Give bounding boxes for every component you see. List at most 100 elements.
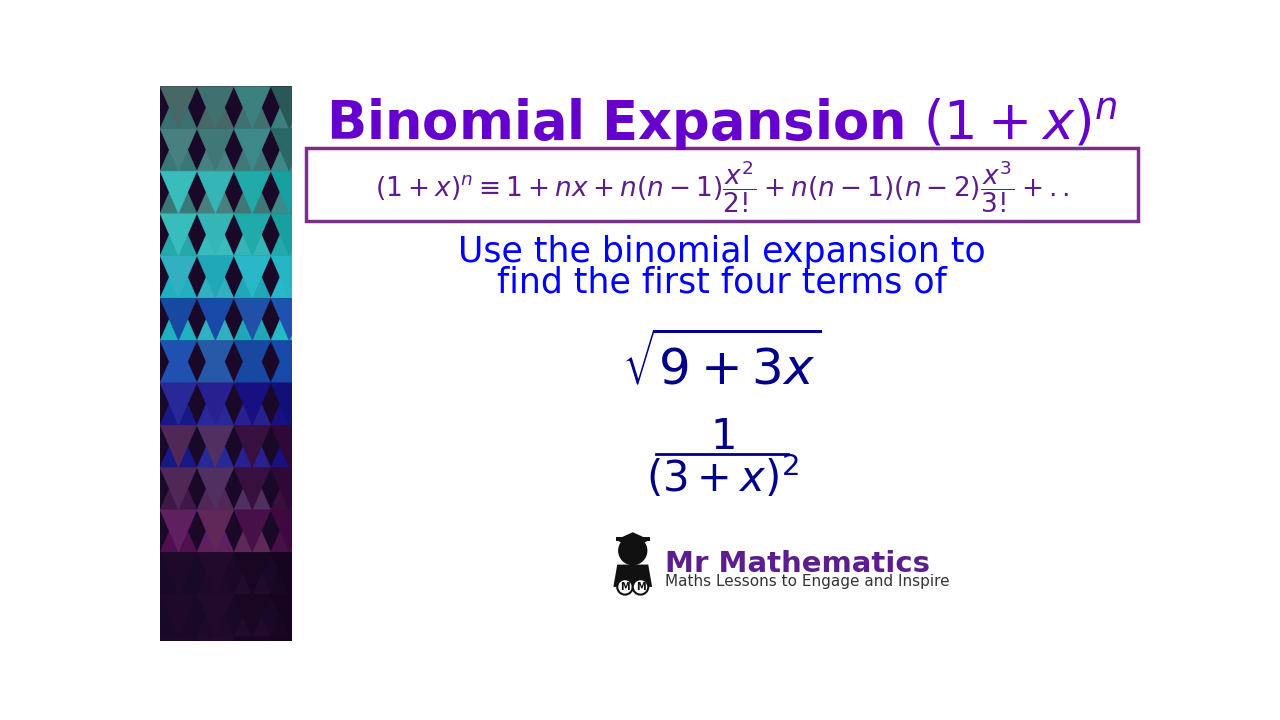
Polygon shape [197, 426, 234, 467]
Bar [160, 86, 292, 641]
Polygon shape [197, 86, 234, 129]
Polygon shape [160, 383, 197, 426]
Polygon shape [160, 298, 197, 341]
Polygon shape [197, 298, 234, 341]
Polygon shape [197, 341, 234, 383]
Polygon shape [307, 298, 344, 341]
Polygon shape [271, 86, 307, 129]
Polygon shape [307, 129, 344, 171]
Polygon shape [160, 467, 197, 510]
Polygon shape [234, 510, 271, 552]
Polygon shape [160, 426, 197, 467]
Polygon shape [307, 383, 344, 426]
Polygon shape [234, 129, 271, 171]
Polygon shape [160, 129, 197, 171]
Polygon shape [160, 510, 197, 552]
Polygon shape [234, 256, 271, 298]
Polygon shape [271, 595, 307, 637]
Polygon shape [307, 679, 344, 720]
Polygon shape [307, 213, 344, 256]
Polygon shape [160, 341, 197, 383]
Circle shape [617, 579, 632, 595]
Polygon shape [271, 383, 307, 426]
Polygon shape [271, 510, 307, 552]
Polygon shape [271, 213, 307, 256]
Polygon shape [613, 564, 652, 587]
Polygon shape [160, 86, 197, 129]
Polygon shape [234, 171, 271, 213]
Polygon shape [160, 637, 197, 679]
Polygon shape [197, 171, 234, 213]
Circle shape [618, 537, 646, 564]
Polygon shape [160, 298, 197, 341]
Text: Mr Mathematics: Mr Mathematics [666, 550, 931, 577]
Polygon shape [271, 86, 307, 129]
Polygon shape [234, 86, 271, 129]
Polygon shape [271, 298, 307, 341]
Text: M: M [621, 582, 630, 592]
Polygon shape [197, 637, 234, 679]
Polygon shape [307, 552, 344, 595]
Polygon shape [307, 256, 344, 298]
Polygon shape [271, 467, 307, 510]
Polygon shape [197, 637, 234, 679]
Polygon shape [197, 426, 234, 467]
Polygon shape [160, 467, 197, 510]
Polygon shape [271, 341, 307, 383]
Polygon shape [616, 532, 650, 548]
Polygon shape [307, 637, 344, 679]
Polygon shape [271, 637, 307, 679]
Polygon shape [160, 637, 197, 679]
Polygon shape [307, 467, 344, 510]
Polygon shape [271, 171, 307, 213]
Polygon shape [197, 595, 234, 637]
Polygon shape [197, 86, 234, 129]
Polygon shape [197, 298, 234, 341]
Polygon shape [234, 171, 271, 213]
Polygon shape [234, 213, 271, 256]
Polygon shape [197, 467, 234, 510]
Polygon shape [234, 298, 271, 341]
Polygon shape [307, 213, 344, 256]
Polygon shape [271, 467, 307, 510]
Polygon shape [160, 213, 197, 256]
Polygon shape [307, 171, 344, 213]
Polygon shape [234, 552, 271, 595]
Polygon shape [197, 383, 234, 426]
Polygon shape [197, 552, 234, 595]
Polygon shape [271, 426, 307, 467]
Polygon shape [271, 171, 307, 213]
Polygon shape [197, 679, 234, 720]
Polygon shape [234, 467, 271, 510]
Polygon shape [234, 341, 271, 383]
Polygon shape [160, 256, 197, 298]
Polygon shape [197, 256, 234, 298]
Polygon shape [271, 213, 307, 256]
Polygon shape [234, 552, 271, 595]
Polygon shape [307, 298, 344, 341]
Text: $(3 + x)^2$: $(3 + x)^2$ [645, 454, 799, 501]
Polygon shape [197, 213, 234, 256]
Polygon shape [234, 679, 271, 720]
Polygon shape [160, 679, 197, 720]
Polygon shape [307, 171, 344, 213]
Polygon shape [234, 213, 271, 256]
Polygon shape [271, 298, 307, 341]
Text: Maths Lessons to Engage and Inspire: Maths Lessons to Engage and Inspire [666, 574, 950, 589]
Polygon shape [197, 679, 234, 720]
Text: $(1 + x)^n \equiv 1 + nx + n(n-1)\dfrac{x^2}{2!} + n(n-1)(n-2)\dfrac{x^3}{3!}+..: $(1 + x)^n \equiv 1 + nx + n(n-1)\dfrac{… [375, 158, 1069, 215]
Bar [292, 86, 1152, 641]
Text: $1$: $1$ [709, 415, 735, 458]
Polygon shape [197, 256, 234, 298]
Polygon shape [160, 552, 197, 595]
Polygon shape [271, 595, 307, 637]
Polygon shape [160, 595, 197, 637]
Polygon shape [307, 679, 344, 720]
Text: $\sqrt{9 + 3x}$: $\sqrt{9 + 3x}$ [622, 333, 822, 395]
Polygon shape [160, 383, 197, 426]
Polygon shape [160, 510, 197, 552]
Polygon shape [197, 213, 234, 256]
Polygon shape [160, 213, 197, 256]
Polygon shape [197, 171, 234, 213]
Polygon shape [197, 595, 234, 637]
